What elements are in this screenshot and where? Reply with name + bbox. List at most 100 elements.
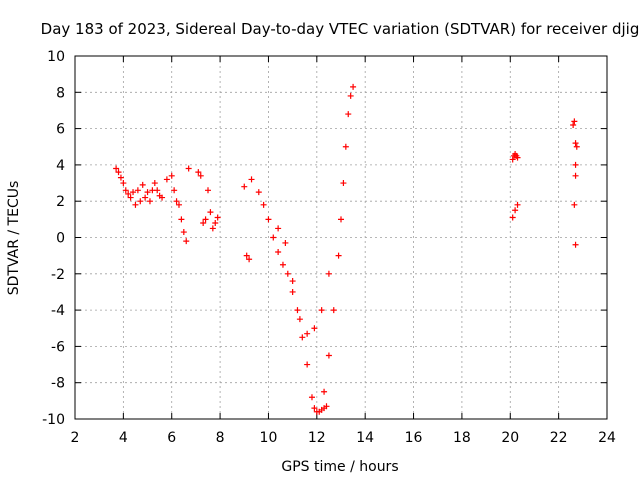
y-tick-label: -6 bbox=[51, 339, 65, 355]
series-steep-rise bbox=[321, 83, 357, 395]
data-point bbox=[125, 190, 132, 197]
y-tick-label: -4 bbox=[51, 303, 65, 319]
data-point bbox=[296, 316, 303, 323]
data-point bbox=[146, 198, 153, 205]
data-point bbox=[335, 252, 342, 259]
data-point bbox=[270, 234, 277, 241]
data-point bbox=[289, 278, 296, 285]
data-point bbox=[572, 140, 579, 147]
data-point bbox=[279, 261, 286, 268]
data-point bbox=[113, 165, 120, 172]
x-tick-label: 24 bbox=[598, 430, 616, 446]
data-point bbox=[127, 194, 134, 201]
data-point bbox=[282, 239, 289, 246]
data-point bbox=[173, 198, 180, 205]
data-point bbox=[137, 198, 144, 205]
data-point bbox=[340, 180, 347, 187]
data-point bbox=[350, 83, 357, 90]
data-point bbox=[183, 238, 190, 245]
x-tick-label: 8 bbox=[216, 430, 225, 446]
data-point bbox=[265, 216, 272, 223]
data-point bbox=[122, 187, 129, 194]
data-point bbox=[321, 388, 328, 395]
data-point bbox=[180, 229, 187, 236]
data-point bbox=[117, 174, 124, 181]
y-tick-label: 10 bbox=[47, 49, 65, 65]
y-tick-label: 6 bbox=[56, 122, 65, 138]
data-point bbox=[159, 194, 166, 201]
x-axis-label: GPS time / hours bbox=[281, 459, 398, 475]
data-point bbox=[207, 209, 214, 216]
data-point bbox=[325, 352, 332, 359]
data-point bbox=[289, 288, 296, 295]
data-point bbox=[330, 307, 337, 314]
data-point bbox=[255, 189, 262, 196]
x-tick-label: 22 bbox=[550, 430, 568, 446]
data-point bbox=[134, 187, 141, 194]
series-cluster-22.7h bbox=[570, 118, 580, 248]
data-point bbox=[214, 214, 221, 221]
data-point bbox=[205, 187, 211, 194]
x-tick-label: 6 bbox=[167, 430, 176, 446]
data-point bbox=[241, 183, 248, 190]
data-point bbox=[514, 201, 521, 208]
y-tick-label: -2 bbox=[51, 267, 65, 283]
data-point bbox=[299, 334, 306, 341]
data-point bbox=[345, 111, 352, 118]
x-tick-label: 4 bbox=[119, 430, 128, 446]
data-point bbox=[304, 361, 311, 368]
data-point bbox=[311, 405, 318, 412]
data-point bbox=[115, 169, 122, 176]
series-cluster-9.1h bbox=[241, 176, 255, 263]
data-point bbox=[163, 176, 170, 183]
x-tick-label: 2 bbox=[71, 430, 80, 446]
data-point bbox=[323, 403, 330, 410]
y-tick-label: -8 bbox=[51, 376, 65, 392]
data-point bbox=[512, 207, 519, 214]
series-upper-branch bbox=[275, 225, 332, 337]
data-point bbox=[151, 180, 158, 187]
data-point bbox=[178, 216, 185, 223]
data-point bbox=[572, 161, 579, 168]
data-point bbox=[130, 189, 137, 196]
data-point bbox=[571, 118, 578, 125]
data-point bbox=[347, 92, 354, 99]
x-tick-label: 20 bbox=[501, 430, 519, 446]
data-point bbox=[243, 252, 250, 259]
data-point bbox=[175, 201, 182, 208]
data-point bbox=[311, 325, 318, 332]
data-point bbox=[572, 241, 579, 248]
series-cluster-7.0-7.9h bbox=[195, 169, 221, 232]
data-point bbox=[571, 201, 578, 208]
x-tick-label: 16 bbox=[405, 430, 423, 446]
data-point bbox=[294, 307, 301, 314]
data-point bbox=[197, 172, 204, 179]
data-point bbox=[120, 180, 127, 187]
data-point bbox=[154, 187, 161, 194]
data-points bbox=[113, 83, 580, 415]
data-point bbox=[509, 214, 516, 221]
grid-lines bbox=[75, 56, 607, 419]
series-descending-arc bbox=[255, 189, 315, 401]
x-tick-label: 10 bbox=[260, 430, 278, 446]
data-point bbox=[209, 225, 216, 232]
data-point bbox=[144, 189, 151, 196]
data-point bbox=[246, 256, 253, 263]
data-point bbox=[572, 172, 579, 179]
y-tick-label: 8 bbox=[56, 85, 65, 101]
data-point bbox=[338, 216, 344, 223]
y-axis-label: SDTVAR / TECUs bbox=[6, 181, 22, 296]
data-point bbox=[284, 270, 291, 277]
series-cluster-20.2h bbox=[509, 151, 521, 221]
data-point bbox=[139, 181, 146, 188]
data-point bbox=[308, 394, 315, 401]
data-point bbox=[304, 330, 311, 337]
data-point bbox=[248, 176, 255, 183]
x-tick-label: 18 bbox=[453, 430, 471, 446]
data-point bbox=[171, 187, 178, 194]
series-cluster-3.7-5.2h bbox=[113, 165, 156, 208]
data-point bbox=[275, 249, 282, 256]
plot-frame bbox=[74, 55, 608, 420]
